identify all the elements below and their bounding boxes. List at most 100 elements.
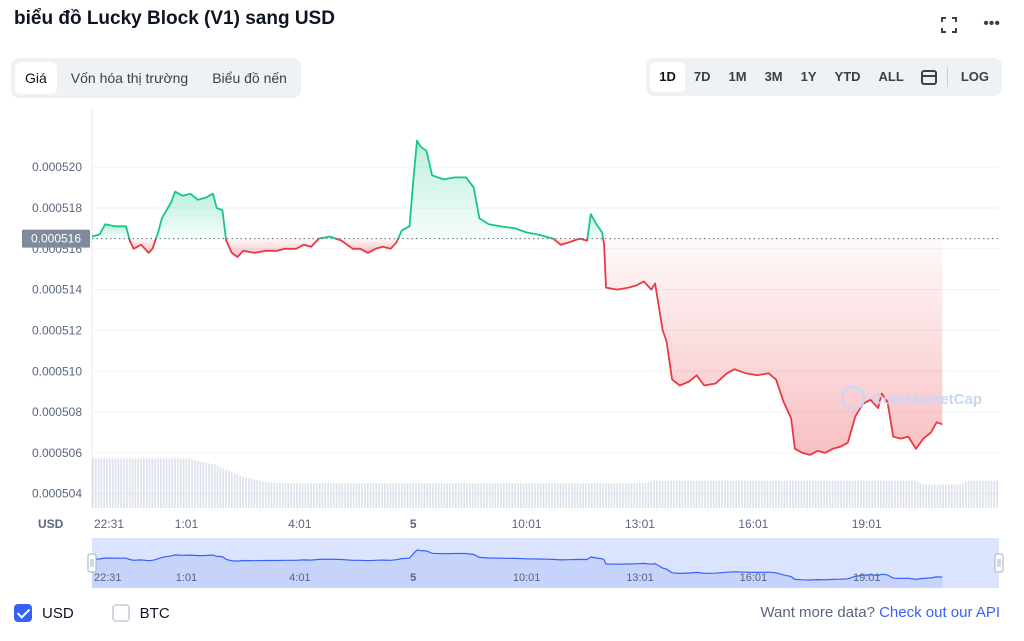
volume-bar	[729, 480, 732, 508]
range-1d[interactable]: 1D	[650, 62, 685, 92]
volume-bar	[97, 458, 100, 508]
volume-bar	[752, 480, 755, 508]
volume-bar	[270, 482, 273, 508]
volume-bar	[264, 481, 267, 508]
volume-bar	[213, 464, 216, 508]
price-chart[interactable]: 0.000504 0.000506 0.000508 0.000510 0.000512…	[0, 100, 1024, 595]
volume-bar	[171, 458, 174, 508]
area-below-baseline	[603, 238, 943, 455]
volume-bar	[222, 468, 225, 508]
volume-bar	[775, 480, 777, 508]
volume-bar	[434, 483, 437, 508]
volume-bar	[633, 483, 636, 508]
volume-bar	[639, 483, 641, 508]
volume-bar	[947, 484, 950, 508]
volume-bar	[247, 478, 250, 508]
api-link[interactable]: Check out our API	[879, 604, 1000, 621]
watermark: CoinMarketCap	[872, 391, 982, 408]
volume-bar	[233, 473, 236, 508]
navigator-right-handle[interactable]	[994, 553, 1004, 573]
volume-bar	[525, 483, 528, 508]
volume-bar	[627, 483, 630, 508]
volume-bar	[724, 480, 726, 508]
volume-bar	[885, 480, 888, 508]
volume-bar	[497, 483, 500, 508]
range-ytd[interactable]: YTD	[834, 69, 861, 84]
volume-bar	[352, 483, 355, 508]
area-below-baseline	[335, 238, 399, 253]
volume-bar	[398, 483, 400, 508]
volume-bar	[707, 480, 709, 508]
volume-bar	[177, 458, 179, 508]
divider	[946, 67, 948, 87]
volume-bar	[772, 480, 774, 508]
tab-price[interactable]: Giá	[15, 62, 57, 94]
volume-bar	[925, 484, 928, 508]
volume-bar	[797, 480, 800, 508]
volume-bar	[145, 458, 148, 508]
volume-bar	[440, 483, 443, 508]
range-1m[interactable]: 1M	[728, 69, 747, 84]
volume-bar	[862, 480, 865, 508]
volume-bar	[301, 483, 304, 508]
tab-market-cap[interactable]: Vốn hóa thị trường	[70, 70, 189, 86]
baseline-label-bg	[22, 229, 90, 248]
navigator-tick-label: 16:01	[740, 572, 768, 584]
volume-bar	[840, 480, 842, 508]
volume-bar	[851, 480, 854, 508]
navigator-tick-label: 13:01	[626, 572, 654, 584]
volume-bar	[809, 480, 811, 508]
volume-bar	[386, 483, 389, 508]
btc-checkbox[interactable]	[111, 604, 130, 622]
navigator-left-handle[interactable]	[87, 553, 97, 573]
volume-bar	[848, 480, 851, 508]
volume-bar	[641, 483, 644, 508]
volume-bar	[123, 458, 125, 508]
range-1y[interactable]: 1Y	[800, 69, 817, 84]
x-tick-label: 13:01	[625, 517, 655, 531]
range-all[interactable]: ALL	[878, 69, 904, 84]
time-range-selector: 1D 7D 1M 3M 1Y YTD ALL LOG	[646, 58, 1002, 96]
volume-bar	[908, 480, 911, 508]
volume-bar	[735, 480, 738, 508]
volume-bar	[987, 480, 990, 508]
volume-bar	[454, 483, 457, 508]
volume-bar	[196, 460, 199, 508]
volume-bar	[531, 483, 534, 508]
volume-bar	[630, 483, 633, 508]
volume-bar	[318, 483, 321, 508]
volume-bar	[179, 458, 182, 508]
volume-bar	[347, 483, 349, 508]
volume-bar	[494, 483, 497, 508]
volume-bar	[165, 458, 168, 508]
tab-candlestick[interactable]: Biểu đồ nến	[212, 70, 287, 86]
usd-checkbox[interactable]	[14, 604, 32, 622]
range-7d[interactable]: 7D	[693, 69, 711, 84]
navigator-tick-label: 1:01	[176, 572, 197, 584]
fullscreen-icon[interactable]	[941, 17, 958, 33]
volume-bar	[437, 483, 440, 508]
volume-bar	[429, 483, 431, 508]
volume-bar	[551, 483, 553, 508]
volume-bar	[658, 480, 661, 508]
volume-bar	[423, 483, 426, 508]
more-options-icon[interactable]: •••	[983, 15, 1000, 32]
volume-bar	[828, 480, 831, 508]
volume-bar	[613, 483, 616, 508]
volume-bar	[216, 465, 219, 508]
volume-bar	[534, 483, 536, 508]
volume-bar	[554, 483, 556, 508]
volume-bar	[330, 483, 332, 508]
navigator-tick-label: 10:01	[513, 572, 541, 584]
log-scale-toggle[interactable]: LOG	[960, 69, 989, 84]
calendar-icon[interactable]	[920, 69, 937, 85]
volume-bar	[92, 458, 94, 508]
volume-bar	[936, 484, 939, 508]
volume-bar	[148, 458, 151, 508]
y-tick-label: 0.000512	[32, 323, 82, 337]
volume-bar	[372, 483, 375, 508]
price-line	[155, 190, 227, 239]
volume-bar	[375, 483, 378, 508]
volume-bar	[945, 484, 947, 508]
range-3m[interactable]: 3M	[764, 69, 783, 84]
